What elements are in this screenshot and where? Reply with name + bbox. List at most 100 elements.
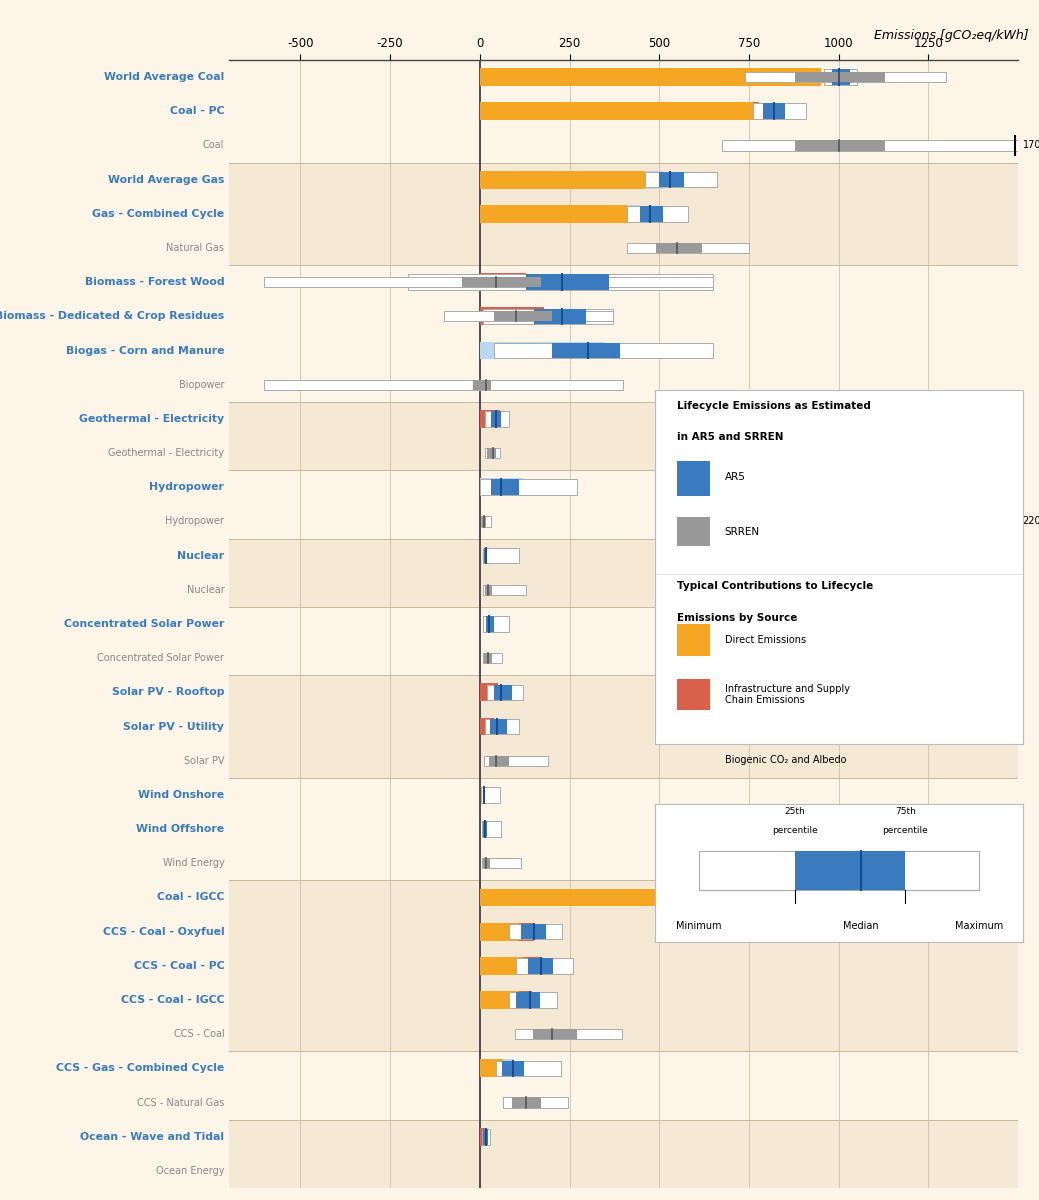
Bar — [502, 1061, 524, 1076]
Text: CCS - Coal - PC: CCS - Coal - PC — [134, 961, 224, 971]
Text: Methane: Methane — [724, 810, 768, 820]
Bar — [831, 70, 850, 85]
Text: Emissions [gCO₂eq/kWh]: Emissions [gCO₂eq/kWh] — [874, 29, 1029, 42]
Text: Geothermal - Electricity: Geothermal - Electricity — [79, 414, 224, 424]
Bar — [488, 756, 508, 766]
Bar — [527, 275, 609, 290]
Text: 75th: 75th — [895, 806, 915, 816]
Bar — [480, 1128, 486, 1146]
Bar — [503, 1060, 514, 1078]
Bar — [485, 584, 492, 595]
Bar — [482, 821, 502, 836]
Bar — [480, 923, 520, 941]
Bar — [480, 1060, 503, 1078]
Bar — [486, 616, 495, 632]
Text: CCS - Coal - IGCC: CCS - Coal - IGCC — [121, 995, 224, 1006]
Bar — [462, 277, 541, 287]
Text: 1700: 1700 — [1022, 140, 1039, 150]
Bar — [745, 72, 947, 83]
Bar — [483, 1129, 488, 1145]
Bar — [534, 308, 586, 324]
Bar — [518, 991, 532, 1009]
Bar — [699, 851, 979, 889]
Bar — [229, 60, 1018, 162]
Text: Concentrated Solar Power: Concentrated Solar Power — [98, 653, 224, 664]
Bar — [640, 206, 663, 222]
Bar — [508, 924, 562, 940]
Text: CCS - Natural Gas: CCS - Natural Gas — [137, 1098, 224, 1108]
Bar — [484, 756, 548, 766]
Bar — [480, 718, 495, 736]
Text: Emissions by Source: Emissions by Source — [676, 613, 797, 623]
Text: Biomass - Forest Wood: Biomass - Forest Wood — [84, 277, 224, 287]
Text: Coal - PC: Coal - PC — [169, 107, 224, 116]
Text: Wind Energy: Wind Energy — [162, 858, 224, 869]
Bar — [444, 311, 613, 322]
Bar — [473, 379, 490, 390]
Text: 2200: 2200 — [1022, 516, 1039, 527]
Text: SRREN: SRREN — [724, 527, 760, 536]
Bar — [676, 744, 710, 776]
Bar — [676, 624, 710, 655]
Bar — [495, 684, 512, 700]
Text: World Average Gas: World Average Gas — [108, 175, 224, 185]
Text: in AR5 and SRREN: in AR5 and SRREN — [676, 432, 783, 443]
Bar — [480, 170, 645, 188]
Text: Ocean Energy: Ocean Energy — [156, 1166, 224, 1176]
Text: Concentrated Solar Power: Concentrated Solar Power — [63, 619, 224, 629]
Text: Solar PV - Utility: Solar PV - Utility — [124, 721, 224, 732]
Bar — [482, 858, 522, 869]
Bar — [795, 851, 905, 889]
Bar — [487, 448, 496, 458]
Text: Minimum: Minimum — [676, 920, 721, 931]
Bar — [512, 1098, 541, 1108]
Bar — [480, 956, 523, 974]
Text: Biopower: Biopower — [179, 379, 224, 390]
Bar — [485, 448, 500, 458]
Bar — [627, 205, 640, 223]
Bar — [483, 584, 527, 595]
Text: Infrastructure and Supply
Chain Emissions: Infrastructure and Supply Chain Emission… — [724, 684, 850, 706]
Text: World Average Coal: World Average Coal — [104, 72, 224, 82]
Bar — [735, 889, 789, 905]
Bar — [408, 275, 713, 290]
Bar — [496, 1061, 561, 1076]
Bar — [480, 479, 523, 496]
Bar — [487, 684, 523, 700]
Bar — [508, 992, 557, 1008]
Text: Wind Onshore: Wind Onshore — [138, 790, 224, 800]
Text: percentile: percentile — [882, 826, 928, 835]
Bar — [752, 102, 760, 120]
Bar — [656, 242, 702, 253]
Text: Direct Emissions: Direct Emissions — [724, 635, 806, 644]
Bar — [523, 956, 540, 974]
Bar — [480, 274, 527, 292]
Bar — [676, 678, 710, 710]
Bar — [495, 343, 713, 359]
Bar — [229, 778, 1018, 881]
Bar — [265, 277, 713, 287]
Bar — [645, 172, 717, 187]
Text: Solar PV: Solar PV — [184, 756, 224, 766]
Bar — [627, 242, 749, 253]
Bar — [515, 1030, 622, 1039]
Bar — [484, 653, 492, 664]
Bar — [229, 539, 1018, 607]
Bar — [229, 402, 1018, 470]
Bar — [503, 1098, 567, 1108]
Bar — [483, 787, 485, 803]
Bar — [495, 311, 552, 322]
Bar — [482, 516, 486, 527]
Bar — [480, 307, 544, 325]
Bar — [522, 924, 547, 940]
Bar — [265, 379, 623, 390]
Bar — [229, 1120, 1018, 1188]
Bar — [480, 991, 518, 1009]
Bar — [229, 470, 1018, 539]
Bar — [229, 607, 1018, 676]
Text: Biogas - Corn and Manure: Biogas - Corn and Manure — [65, 346, 224, 355]
Text: Hydropower: Hydropower — [150, 482, 224, 492]
Bar — [481, 516, 490, 527]
Bar — [722, 140, 1039, 150]
Bar — [676, 461, 710, 497]
